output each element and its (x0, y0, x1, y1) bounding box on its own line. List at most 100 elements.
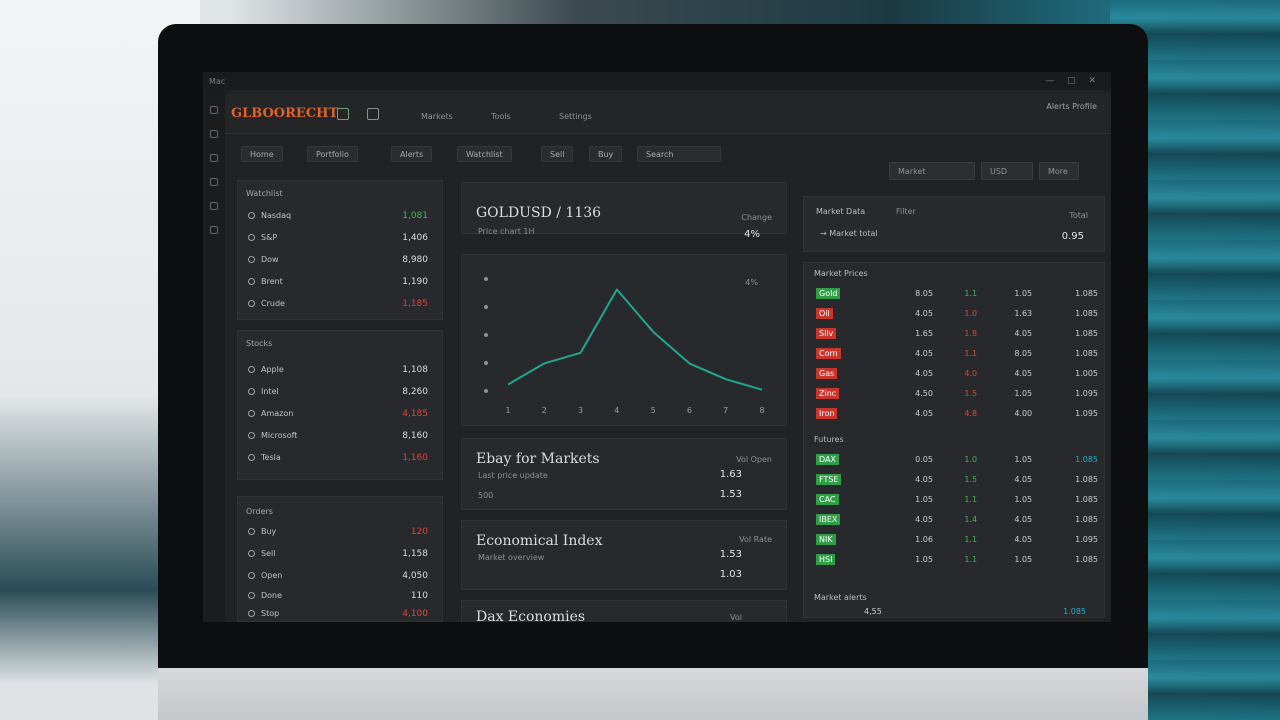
circle-icon (248, 432, 255, 439)
circle-icon (248, 388, 255, 395)
table-row[interactable]: CAC 1.05 1.1 1.05 1.085 (812, 489, 1102, 509)
table-row[interactable]: Corn 4.05 1.1 8.05 1.085 (812, 343, 1102, 363)
portfolio-button[interactable]: Portfolio (307, 146, 358, 162)
ticker-tag-text: Oil (816, 307, 833, 319)
x-tick-label: 3 (578, 406, 583, 415)
header-right-links[interactable]: Alerts Profile (1046, 102, 1097, 111)
price-cell: 4.05 (882, 403, 937, 423)
ask-cell-text: 1.085 (1075, 454, 1098, 464)
total-line: → Market total (820, 229, 878, 238)
brand-logo[interactable]: GLBOORECHT (231, 106, 339, 121)
bell-icon[interactable] (210, 202, 218, 210)
table-row[interactable]: FTSE 4.05 1.5 4.05 1.085 (812, 469, 1102, 489)
ticker-tag-text: Gold (816, 287, 841, 299)
wallet-icon[interactable] (210, 178, 218, 186)
circle-icon (248, 528, 255, 535)
list-item[interactable]: Tesla 1,160 (248, 453, 428, 467)
list-item[interactable]: Stop 4,100 (248, 609, 428, 622)
price-cell: 8.05 (882, 283, 937, 303)
search-input[interactable]: Search (637, 146, 721, 162)
bid-cell: 1.05 (981, 489, 1036, 509)
table-row[interactable]: Zinc 4.50 1.5 1.05 1.095 (812, 383, 1102, 403)
list-item[interactable]: Intel 8,260 (248, 387, 428, 401)
change-cell-text: 4.0 (964, 368, 978, 378)
list-item[interactable]: Buy 120 (248, 527, 428, 541)
table-row[interactable]: Gold 8.05 1.1 1.05 1.085 (812, 283, 1102, 303)
index-card[interactable]: Economical Index Market overview Vol Rat… (461, 520, 787, 590)
price-cell-text: 4.05 (915, 368, 933, 378)
alerts-button[interactable]: Alerts (391, 146, 433, 162)
ticker-tag-text: IBEX (816, 513, 841, 525)
table-row[interactable]: NIK 1.06 1.1 4.05 1.095 (812, 529, 1102, 549)
price-cell: 1.05 (882, 489, 937, 509)
total-label: Total (1069, 211, 1088, 220)
price-cell-text: 4.05 (915, 514, 933, 524)
list-item[interactable]: Brent 1,190 (248, 277, 428, 291)
table-row[interactable]: Gas 4.05 4.0 4.05 1.005 (812, 363, 1102, 383)
circle-icon (248, 610, 255, 617)
card-label: Vol Open (736, 455, 772, 464)
chart-icon[interactable] (210, 130, 218, 138)
x-tick-label: 8 (759, 406, 764, 415)
circle-icon (248, 256, 255, 263)
table-title: Market Prices (814, 269, 868, 278)
table-row[interactable]: HSI 1.05 1.1 1.05 1.085 (812, 549, 1102, 569)
window-controls[interactable]: — ▢ ✕ (1045, 76, 1101, 86)
y-tick-dot (484, 333, 488, 337)
home-button[interactable]: Home (241, 146, 283, 162)
bid-cell-text: 1.63 (1014, 308, 1033, 318)
list-icon[interactable] (210, 154, 218, 162)
grid-icon[interactable] (337, 108, 349, 120)
table-row[interactable]: Iron 4.05 4.8 4.00 1.095 (812, 403, 1102, 423)
ask-cell-text: 1.095 (1075, 534, 1098, 544)
list-item[interactable]: Dow 8,980 (248, 255, 428, 269)
gear-icon[interactable] (210, 226, 218, 234)
table-row[interactable]: Silv 1.65 1.8 4.05 1.085 (812, 323, 1102, 343)
change-cell-text: 1.5 (964, 388, 978, 398)
table-row[interactable]: Oil 4.05 1.0 1.63 1.085 (812, 303, 1102, 323)
table-row[interactable]: DAX 0.05 1.0 1.05 1.085 (812, 449, 1102, 469)
list-item[interactable]: Apple 1,108 (248, 365, 428, 379)
watchlist-panel: Watchlist Nasdaq 1,081 S&P 1,406 Dow 8,980 … (237, 180, 443, 320)
price-chart[interactable]: 4% 1 2 3 4 5 6 7 8 (462, 255, 788, 427)
price-cell-text: 0.05 (915, 454, 933, 464)
bid-cell-text: 4.05 (1014, 514, 1033, 524)
markets-card[interactable]: Ebay for Markets Last price update 500 V… (461, 438, 787, 510)
list-item[interactable]: Microsoft 8,160 (248, 431, 428, 445)
y-top-label: 4% (745, 278, 758, 287)
market-select[interactable]: Market (889, 162, 975, 180)
currency-select[interactable]: USD (981, 162, 1033, 180)
y-tick-dot (484, 305, 488, 309)
list-item[interactable]: Nasdaq 1,081 (248, 211, 428, 225)
more-select[interactable]: More (1039, 162, 1079, 180)
monitor-chin (158, 668, 1148, 720)
bid-cell-text: 4.05 (1014, 368, 1033, 378)
camera-icon[interactable] (367, 108, 379, 120)
card-green-value: 500 (478, 491, 494, 500)
dax-card[interactable]: Dax Economies Vol (461, 600, 787, 622)
ask-cell: 1.085 (1036, 469, 1102, 489)
list-item[interactable]: Amazon 4,185 (248, 409, 428, 423)
nav-settings[interactable]: Settings (559, 112, 592, 121)
price-cell-text: 4.05 (915, 408, 933, 418)
ticker-tag-text: Corn (816, 347, 841, 359)
sell-button[interactable]: Sell (541, 146, 574, 162)
list-item[interactable]: Open 4,050 (248, 571, 428, 585)
list-item[interactable]: S&P 1,406 (248, 233, 428, 247)
watchlist-button[interactable]: Watchlist (457, 146, 512, 162)
ticker-tag-text: NIK (816, 533, 836, 545)
list-item[interactable]: Sell 1,158 (248, 549, 428, 563)
price-cell-text: 4.05 (915, 308, 933, 318)
home-icon[interactable] (210, 106, 218, 114)
nav-markets[interactable]: Markets (421, 112, 453, 121)
change-value: 4% (744, 229, 760, 240)
list-item[interactable]: Crude 1,185 (248, 299, 428, 313)
filter-label[interactable]: Filter (896, 207, 916, 216)
os-topbar: Mac — ▢ ✕ (203, 72, 1111, 90)
x-tick-label: 1 (505, 406, 510, 415)
bid-cell-text: 1.05 (1014, 454, 1033, 464)
list-item[interactable]: Done 110 (248, 591, 428, 605)
nav-tools[interactable]: Tools (491, 112, 511, 121)
buy-button[interactable]: Buy (589, 146, 623, 162)
table-row[interactable]: IBEX 4.05 1.4 4.05 1.085 (812, 509, 1102, 529)
